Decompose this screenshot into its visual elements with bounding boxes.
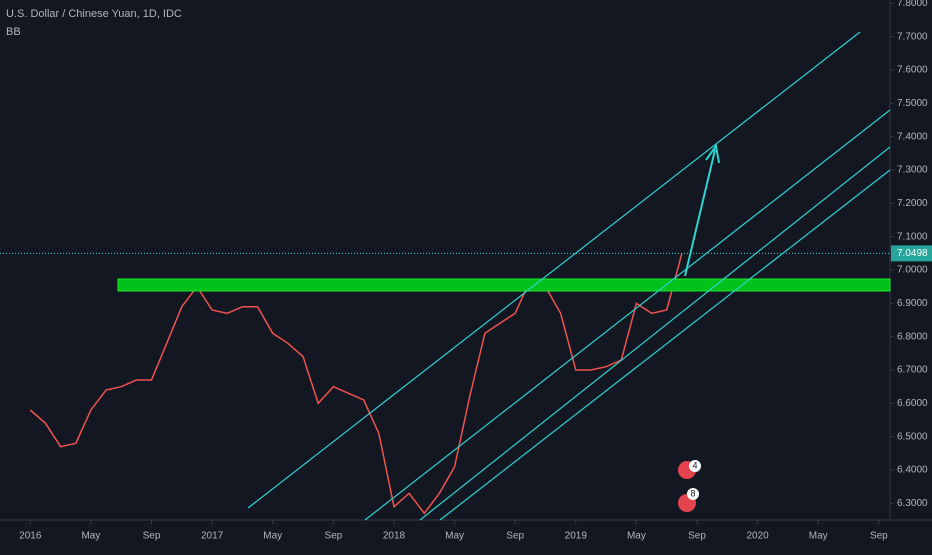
indicator-label: BB bbox=[6, 26, 21, 38]
y-tick-label: 6.8000 bbox=[897, 331, 928, 342]
y-tick-label: 6.5000 bbox=[897, 431, 928, 442]
x-tick-label: 2019 bbox=[565, 531, 588, 542]
trend-line bbox=[419, 146, 891, 521]
trend-line bbox=[439, 169, 891, 521]
y-tick-label: 7.0000 bbox=[897, 265, 928, 276]
x-tick-label: May bbox=[445, 531, 464, 542]
arrow-head bbox=[705, 143, 720, 164]
resistance-zone bbox=[117, 278, 891, 292]
event-count-bg bbox=[689, 460, 701, 472]
y-tick-label: 7.4000 bbox=[897, 131, 928, 142]
trend-line bbox=[247, 31, 861, 509]
x-tick-label: Sep bbox=[324, 531, 342, 542]
y-tick-label: 6.9000 bbox=[897, 298, 928, 309]
x-tick-label: 2016 bbox=[19, 531, 42, 542]
y-tick-label: 6.3000 bbox=[897, 498, 928, 509]
x-tick-label: May bbox=[263, 531, 282, 542]
price-line bbox=[29, 253, 683, 515]
y-tick-label: 6.7000 bbox=[897, 365, 928, 376]
chart-title: U.S. Dollar / Chinese Yuan, 1D, IDC bbox=[6, 8, 182, 20]
last-price-badge bbox=[891, 245, 932, 262]
event-count-bg bbox=[687, 488, 699, 500]
last-price-label: 7.0498 bbox=[897, 248, 928, 259]
y-tick-label: 7.2000 bbox=[897, 198, 928, 209]
x-tick-label: Sep bbox=[506, 531, 524, 542]
x-tick-label: May bbox=[809, 531, 828, 542]
event-count: 8 bbox=[690, 488, 695, 498]
x-tick-label: 2017 bbox=[201, 531, 224, 542]
x-tick-label: Sep bbox=[688, 531, 706, 542]
y-tick-label: 7.3000 bbox=[897, 165, 928, 176]
y-tick-label: 7.7000 bbox=[897, 31, 928, 42]
y-tick-label: 6.6000 bbox=[897, 398, 928, 409]
x-tick-label: Sep bbox=[143, 531, 161, 542]
x-tick-label: May bbox=[81, 531, 100, 542]
x-tick-label: 2020 bbox=[747, 531, 770, 542]
x-tick-label: 2018 bbox=[383, 531, 406, 542]
trend-line bbox=[364, 109, 891, 521]
x-tick-label: Sep bbox=[870, 531, 888, 542]
events: 4 8 bbox=[678, 460, 701, 512]
y-tick-label: 7.1000 bbox=[897, 231, 928, 242]
y-tick-label: 7.5000 bbox=[897, 98, 928, 109]
y-tick-label: 6.4000 bbox=[897, 465, 928, 476]
y-tick-label: 7.6000 bbox=[897, 65, 928, 76]
event-count: 4 bbox=[692, 460, 697, 470]
y-tick-label: 7.8000 bbox=[897, 0, 928, 9]
projection-arrow bbox=[684, 149, 716, 277]
x-tick-label: May bbox=[627, 531, 646, 542]
trend-lines bbox=[247, 31, 891, 521]
